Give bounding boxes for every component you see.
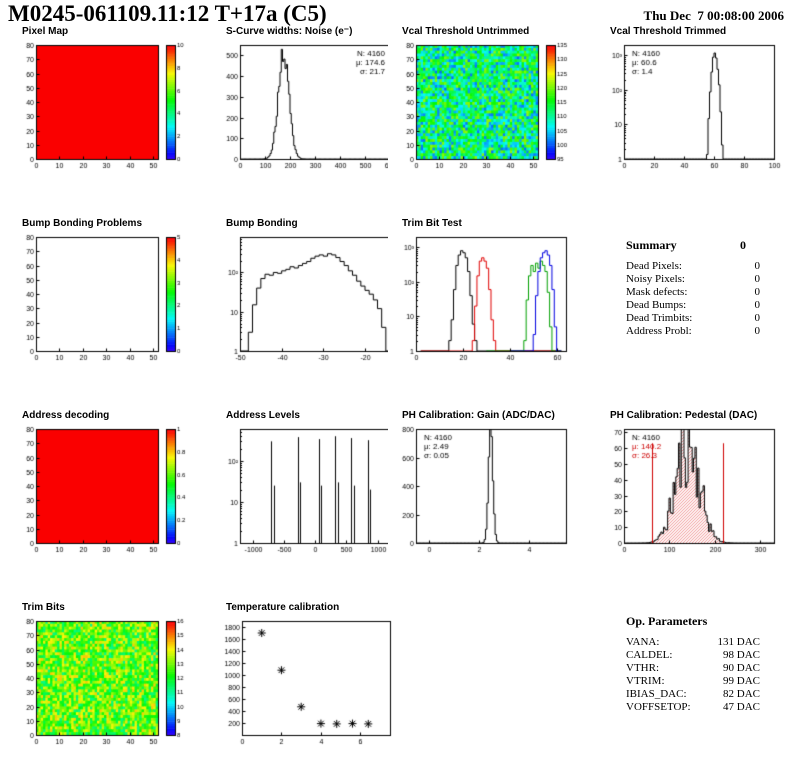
summary-row-dead-pixels: Dead Pixels: 0 bbox=[626, 260, 760, 273]
op-row-ibias-dac: IBIAS_DAC: 82 DAC bbox=[626, 688, 760, 701]
summary-label: Dead Trimbits: bbox=[626, 312, 693, 324]
trim-bit-test-plot bbox=[388, 231, 578, 367]
summary-value: 0 bbox=[754, 273, 761, 285]
chart-bump-bonding-problems: Bump Bonding Problems bbox=[8, 218, 204, 370]
op-value: 98 DAC bbox=[723, 649, 760, 661]
scurve-noise-plot bbox=[212, 39, 402, 175]
op-label: VTRIM: bbox=[626, 675, 665, 687]
chart-address-levels: Address Levels bbox=[212, 410, 408, 562]
summary-label: Dead Bumps: bbox=[626, 299, 687, 311]
chart-title-bump-bonding-problems: Bump Bonding Problems bbox=[22, 218, 142, 229]
op-value: 82 DAC bbox=[723, 688, 760, 700]
chart-title-ph-gain: PH Calibration: Gain (ADC/DAC) bbox=[402, 410, 555, 421]
summary-total: 0 bbox=[740, 238, 746, 252]
chart-title-temperature-calibration: Temperature calibration bbox=[226, 602, 340, 613]
chart-trim-bit-test: Trim Bit Test bbox=[388, 218, 584, 370]
summary-value: 0 bbox=[754, 299, 761, 311]
chart-pixel-map: Pixel Map bbox=[8, 26, 204, 178]
op-label: VOFFSETOP: bbox=[626, 701, 691, 713]
summary-row-address-probl: Address Probl: 0 bbox=[626, 325, 760, 338]
op-value: 99 DAC bbox=[723, 675, 760, 687]
vcal-trimmed-plot bbox=[596, 39, 786, 175]
summary-label: Mask defects: bbox=[626, 286, 688, 298]
chart-title-trim-bit-test: Trim Bit Test bbox=[402, 218, 462, 229]
chart-title-scurve-noise: S-Curve widths: Noise (e⁻) bbox=[226, 26, 353, 37]
address-levels-plot bbox=[212, 423, 402, 559]
op-row-voffsetop: VOFFSETOP: 47 DAC bbox=[626, 701, 760, 714]
chart-ph-gain: PH Calibration: Gain (ADC/DAC) bbox=[388, 410, 584, 562]
chart-temperature-calibration: Temperature calibration bbox=[212, 602, 408, 754]
address-decoding-plot bbox=[8, 423, 198, 559]
summary-row-dead-bumps: Dead Bumps: 0 bbox=[626, 299, 760, 312]
chart-title-address-levels: Address Levels bbox=[226, 410, 300, 421]
summary-panel: Summary 0 Dead Pixels: 0 Noisy Pixels: 0 M… bbox=[626, 238, 760, 338]
chart-title-vcal-untrimmed: Vcal Threshold Untrimmed bbox=[402, 26, 530, 37]
op-row-vana: VANA: 131 DAC bbox=[626, 636, 760, 649]
summary-value: 0 bbox=[754, 325, 761, 337]
op-row-caldel: CALDEL: 98 DAC bbox=[626, 649, 760, 662]
op-row-vthr: VTHR: 90 DAC bbox=[626, 662, 760, 675]
chart-vcal-untrimmed: Vcal Threshold Untrimmed bbox=[388, 26, 584, 178]
chart-title-bump-bonding: Bump Bonding bbox=[226, 218, 298, 229]
op-label: CALDEL: bbox=[626, 649, 673, 661]
chart-scurve-noise: S-Curve widths: Noise (e⁻) bbox=[212, 26, 408, 178]
chart-bump-bonding: Bump Bonding bbox=[212, 218, 408, 370]
chart-title-vcal-trimmed: Vcal Threshold Trimmed bbox=[610, 26, 727, 37]
op-label: VANA: bbox=[626, 636, 660, 648]
op-parameters-title: Op. Parameters bbox=[626, 614, 708, 628]
ph-gain-plot bbox=[388, 423, 578, 559]
summary-value: 0 bbox=[754, 286, 761, 298]
summary-label: Dead Pixels: bbox=[626, 260, 682, 272]
op-parameters-panel: Op. Parameters VANA: 131 DAC CALDEL: 98 DA… bbox=[626, 614, 760, 714]
summary-label: Noisy Pixels: bbox=[626, 273, 685, 285]
vcal-untrimmed-plot bbox=[388, 39, 578, 175]
chart-address-decoding: Address decoding bbox=[8, 410, 204, 562]
pixel-map-plot bbox=[8, 39, 198, 175]
chart-title-address-decoding: Address decoding bbox=[22, 410, 110, 421]
op-label: VTHR: bbox=[626, 662, 659, 674]
op-value: 47 DAC bbox=[723, 701, 760, 713]
summary-title: Summary bbox=[626, 238, 677, 252]
op-row-vtrim: VTRIM: 99 DAC bbox=[626, 675, 760, 688]
ph-pedestal-plot bbox=[596, 423, 786, 559]
report-date: Thu Dec 7 00:08:00 2006 bbox=[643, 8, 784, 23]
chart-trim-bits: Trim Bits bbox=[8, 602, 204, 754]
summary-row-mask-defects: Mask defects: 0 bbox=[626, 286, 760, 299]
summary-row-dead-trimbits: Dead Trimbits: 0 bbox=[626, 312, 760, 325]
summary-header: Summary 0 bbox=[626, 238, 760, 253]
summary-value: 0 bbox=[754, 260, 761, 272]
bump-bonding-problems-plot bbox=[8, 231, 198, 367]
summary-row-noisy-pixels: Noisy Pixels: 0 bbox=[626, 273, 760, 286]
trim-bits-plot bbox=[8, 615, 198, 751]
op-parameters-header: Op. Parameters bbox=[626, 614, 760, 629]
op-value: 90 DAC bbox=[723, 662, 760, 674]
chart-title-trim-bits: Trim Bits bbox=[22, 602, 65, 613]
bump-bonding-plot bbox=[212, 231, 402, 367]
op-value: 131 DAC bbox=[717, 636, 760, 648]
temperature-calibration-plot bbox=[212, 615, 402, 751]
op-label: IBIAS_DAC: bbox=[626, 688, 687, 700]
chart-vcal-trimmed: Vcal Threshold Trimmed bbox=[596, 26, 792, 178]
chart-title-pixel-map: Pixel Map bbox=[22, 26, 69, 37]
page-title: M0245-061109.11:12 T+17a (C5) bbox=[8, 1, 327, 26]
summary-value: 0 bbox=[754, 312, 761, 324]
summary-label: Address Probl: bbox=[626, 325, 692, 337]
chart-ph-pedestal: PH Calibration: Pedestal (DAC) bbox=[596, 410, 792, 562]
chart-title-ph-pedestal: PH Calibration: Pedestal (DAC) bbox=[610, 410, 758, 421]
